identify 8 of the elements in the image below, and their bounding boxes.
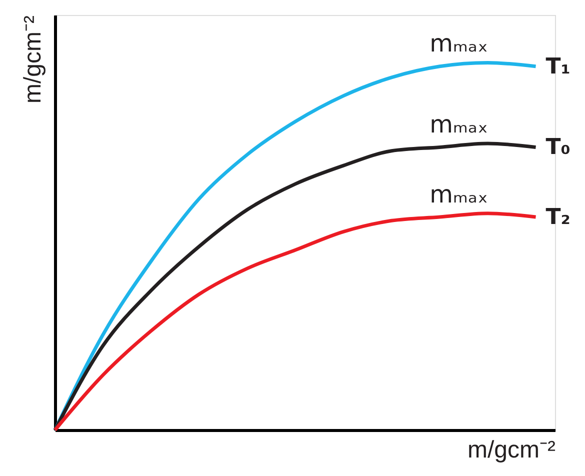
series-label: T₂: [546, 204, 570, 230]
y-axis-title: m/gcm⁻²: [20, 16, 46, 104]
annotation: mₘₐₓ: [430, 110, 488, 139]
annotation: mₘₐₓ: [430, 180, 488, 208]
series-label: T₀: [546, 135, 570, 160]
text: mₘₐₓ: [430, 30, 488, 58]
series-label: T₁: [546, 54, 570, 80]
x-axis-title: m/gcm⁻²: [468, 436, 556, 464]
